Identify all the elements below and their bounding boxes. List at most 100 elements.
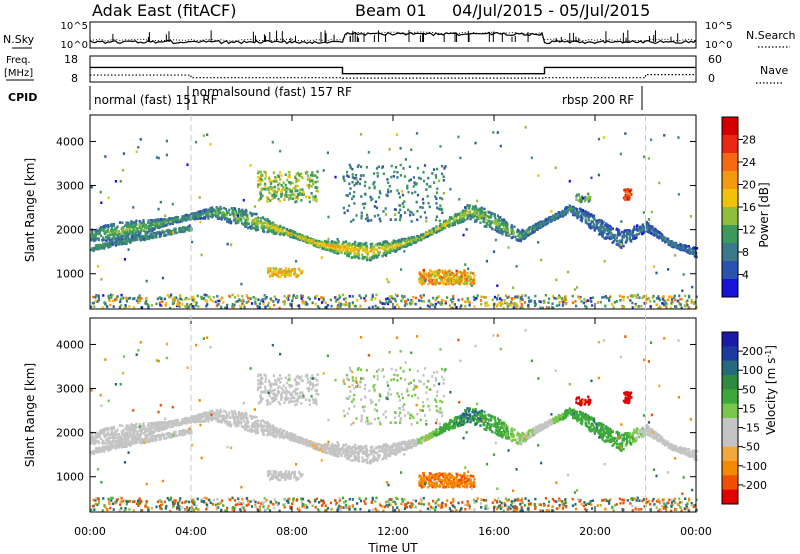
power-cell xyxy=(503,299,506,302)
power-cell xyxy=(609,295,612,298)
power-cell xyxy=(359,132,363,136)
power-cell xyxy=(440,164,444,168)
power-cell xyxy=(285,232,288,235)
power-cell xyxy=(162,223,165,227)
power-cell xyxy=(407,237,411,240)
power-cell xyxy=(268,306,272,309)
power-cell xyxy=(612,233,615,237)
power-cell xyxy=(520,296,523,299)
beam-title: Beam 01 xyxy=(355,1,427,20)
power-cell xyxy=(455,217,458,220)
power-cell xyxy=(664,239,668,243)
power-cell xyxy=(139,225,142,228)
power-cell xyxy=(572,213,575,216)
power-cell xyxy=(264,188,267,191)
power-cell xyxy=(119,179,122,183)
power-cell xyxy=(175,231,179,235)
nsky-spike xyxy=(349,36,351,42)
power-cell xyxy=(283,294,286,298)
power-cell xyxy=(165,139,168,143)
power-cell xyxy=(611,302,614,306)
power-cell xyxy=(577,214,580,217)
power-cell xyxy=(636,233,639,236)
power-cell xyxy=(649,305,652,308)
power-cell xyxy=(437,301,440,304)
power-cell xyxy=(102,225,105,228)
power-cell xyxy=(394,218,397,221)
power-cell xyxy=(422,235,426,238)
velocity-cell xyxy=(107,428,110,432)
power-cell xyxy=(306,241,309,244)
power-cell xyxy=(97,297,100,300)
power-cell xyxy=(642,211,646,214)
power-cell xyxy=(360,216,363,220)
power-cell xyxy=(272,272,275,276)
power-cell xyxy=(426,235,429,238)
power-cell xyxy=(375,206,379,210)
velocity-cell xyxy=(624,444,627,447)
velocity-cell xyxy=(214,415,217,419)
power-cell xyxy=(293,267,297,271)
power-cell xyxy=(596,301,599,304)
power-cell xyxy=(266,304,270,307)
power-cell xyxy=(621,235,624,239)
power-cell xyxy=(316,176,319,179)
power-cell xyxy=(247,296,250,300)
power-cell xyxy=(285,195,288,198)
power-cell xyxy=(204,214,207,217)
power-cell xyxy=(393,305,397,309)
power-cell xyxy=(626,190,630,194)
power-cell xyxy=(424,279,427,282)
power-cell xyxy=(261,298,264,301)
power-cell xyxy=(320,245,323,249)
power-cell xyxy=(565,206,568,210)
power-cell xyxy=(467,276,470,279)
power-cell xyxy=(215,206,218,209)
power-cell xyxy=(353,183,356,187)
power-cell xyxy=(497,294,500,297)
power-cell xyxy=(260,299,263,302)
power-cell xyxy=(653,300,656,303)
power-cell xyxy=(467,267,470,271)
power-cell xyxy=(225,306,229,309)
power-cell xyxy=(351,180,354,184)
power-cell xyxy=(587,217,590,221)
power-cell xyxy=(581,212,584,216)
power-cell xyxy=(252,296,255,299)
power-cell xyxy=(448,225,451,228)
power-cell xyxy=(321,242,324,246)
power-cell xyxy=(580,209,583,213)
power-cell xyxy=(116,295,119,298)
power-cell xyxy=(139,228,143,231)
power-cell xyxy=(682,248,685,252)
power-cell xyxy=(328,246,331,250)
power-cell xyxy=(272,232,275,235)
power-cell xyxy=(623,188,627,192)
power-cell xyxy=(649,300,652,303)
power-cell xyxy=(674,244,678,248)
power-cell xyxy=(595,223,598,227)
power-cell xyxy=(206,303,209,306)
power-cell xyxy=(200,253,203,257)
power-cell xyxy=(341,293,345,297)
power-cell xyxy=(653,228,656,231)
power-cell xyxy=(459,211,462,215)
power-cell xyxy=(281,231,284,234)
power-cell xyxy=(642,295,646,298)
power-cell xyxy=(378,299,381,303)
power-cell xyxy=(624,234,627,238)
power-cell xyxy=(210,210,213,214)
power-cell xyxy=(228,294,231,298)
power-cell xyxy=(359,177,362,181)
power-cell xyxy=(620,246,623,250)
power-cell xyxy=(506,231,510,235)
power-cell xyxy=(425,219,428,223)
power-cell xyxy=(364,180,367,184)
power-cell xyxy=(108,238,112,242)
power-cell xyxy=(422,293,425,297)
power-cell xyxy=(454,281,457,285)
power-cell xyxy=(596,225,599,229)
power-cell xyxy=(552,215,555,218)
power-cell xyxy=(427,176,430,180)
power-cell xyxy=(555,304,558,308)
